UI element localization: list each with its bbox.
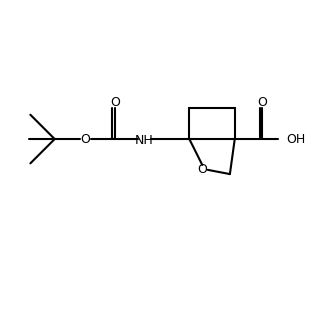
Text: O: O [197,163,207,176]
Text: O: O [110,96,120,109]
Text: OH: OH [287,133,306,146]
Text: O: O [257,96,267,109]
Text: NH: NH [135,134,153,147]
Text: O: O [81,133,90,146]
